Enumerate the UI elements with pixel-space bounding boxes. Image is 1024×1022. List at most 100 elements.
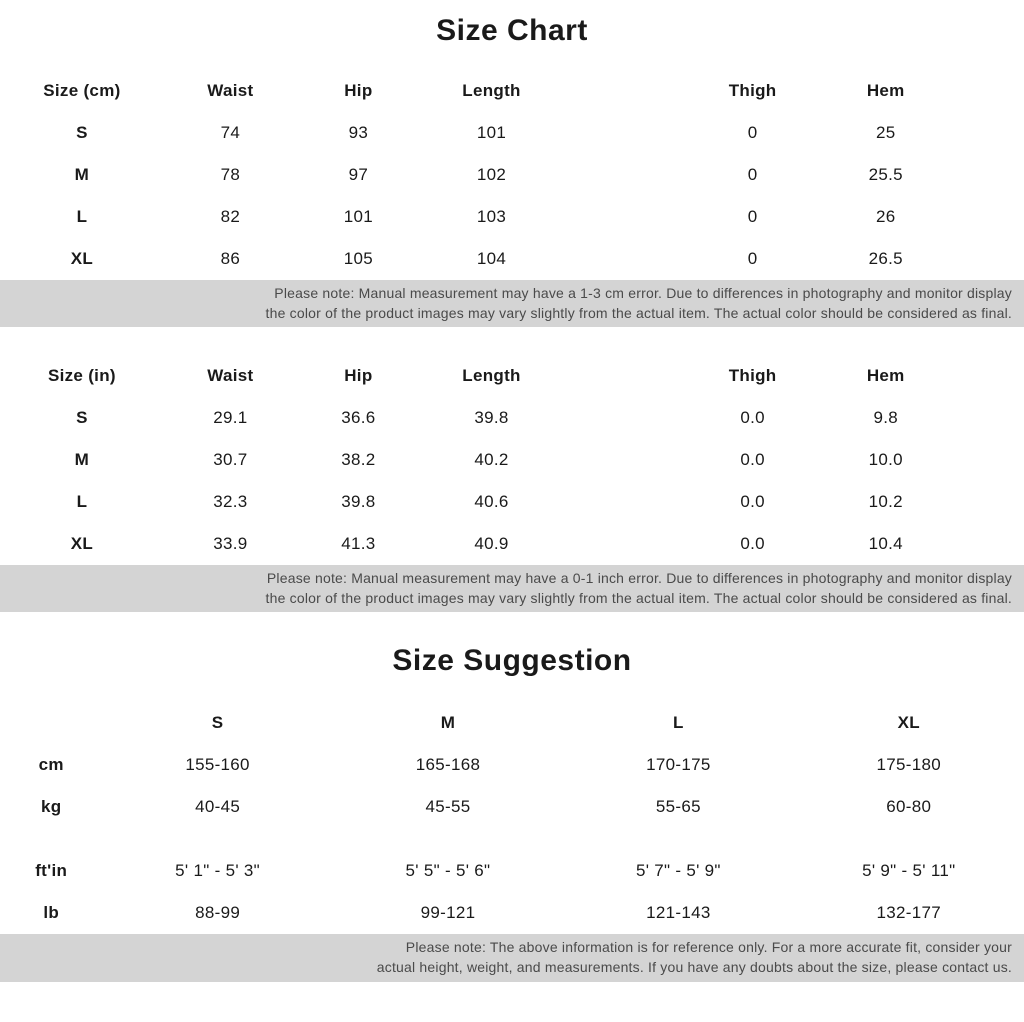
- table-row: XL 33.9 41.3 40.9 0.0 10.4: [0, 523, 1024, 565]
- cell: 78: [164, 154, 297, 196]
- cell-size: L: [0, 196, 164, 238]
- cell: 10.4: [819, 523, 952, 565]
- col-hem: Hem: [819, 355, 952, 397]
- note-line: actual height, weight, and measurements.…: [12, 958, 1012, 978]
- cell: 102: [420, 154, 563, 196]
- cell: 0.0: [686, 481, 819, 523]
- table-row: XL 86 105 104 0 26.5: [0, 238, 1024, 280]
- cell: 101: [420, 112, 563, 154]
- cell: 97: [297, 154, 420, 196]
- note-line: the color of the product images may vary…: [12, 589, 1012, 609]
- cell-size: XL: [0, 523, 164, 565]
- col-waist: Waist: [164, 355, 297, 397]
- cell: [563, 154, 686, 196]
- sugg-header-row: S M L XL: [0, 702, 1024, 744]
- cell-size: L: [0, 481, 164, 523]
- cell: 105: [297, 238, 420, 280]
- sugg-cell: 88-99: [102, 892, 332, 934]
- cell: 0: [686, 112, 819, 154]
- sugg-label: cm: [0, 744, 102, 786]
- sugg-size: L: [563, 702, 793, 744]
- cell-size: M: [0, 439, 164, 481]
- cell: 0: [686, 154, 819, 196]
- note-in: Please note: Manual measurement may have…: [0, 565, 1024, 612]
- cell: 0.0: [686, 397, 819, 439]
- sugg-row: cm 155-160 165-168 170-175 175-180: [0, 744, 1024, 786]
- sugg-cell: 60-80: [794, 786, 1024, 828]
- sugg-cell: 155-160: [102, 744, 332, 786]
- cell: 39.8: [297, 481, 420, 523]
- cell: 40.6: [420, 481, 563, 523]
- cell: 103: [420, 196, 563, 238]
- table-header-row: Size (in) Waist Hip Length Thigh Hem: [0, 355, 1024, 397]
- size-table-in: Size (in) Waist Hip Length Thigh Hem S 2…: [0, 355, 1024, 565]
- cell: 30.7: [164, 439, 297, 481]
- col-gap: [563, 355, 686, 397]
- cell: [563, 112, 686, 154]
- cell: 33.9: [164, 523, 297, 565]
- note-cm: Please note: Manual measurement may have…: [0, 280, 1024, 327]
- col-thigh: Thigh: [686, 70, 819, 112]
- sugg-cell: 5' 1" - 5' 3": [102, 850, 332, 892]
- cell: 82: [164, 196, 297, 238]
- cell: 0.0: [686, 523, 819, 565]
- sugg-cell: 99-121: [333, 892, 563, 934]
- note-line: Please note: Manual measurement may have…: [12, 284, 1012, 304]
- table-row: S 29.1 36.6 39.8 0.0 9.8: [0, 397, 1024, 439]
- cell: 36.6: [297, 397, 420, 439]
- table-row: L 32.3 39.8 40.6 0.0 10.2: [0, 481, 1024, 523]
- cell: 25: [819, 112, 952, 154]
- sugg-cell: 45-55: [333, 786, 563, 828]
- col-hip: Hip: [297, 355, 420, 397]
- cell: 0: [686, 196, 819, 238]
- note-suggestion: Please note: The above information is fo…: [0, 934, 1024, 981]
- cell-size: S: [0, 397, 164, 439]
- sugg-cell: 5' 9" - 5' 11": [794, 850, 1024, 892]
- sugg-size: XL: [794, 702, 1024, 744]
- col-gap: [563, 70, 686, 112]
- table-row: M 78 97 102 0 25.5: [0, 154, 1024, 196]
- note-line: the color of the product images may vary…: [12, 304, 1012, 324]
- sugg-size: M: [333, 702, 563, 744]
- sugg-label: ft'in: [0, 850, 102, 892]
- col-hip: Hip: [297, 70, 420, 112]
- cell: 38.2: [297, 439, 420, 481]
- cell: 32.3: [164, 481, 297, 523]
- note-line: Please note: The above information is fo…: [12, 938, 1012, 958]
- cell: 40.9: [420, 523, 563, 565]
- table-header-row: Size (cm) Waist Hip Length Thigh Hem: [0, 70, 1024, 112]
- table-row: M 30.7 38.2 40.2 0.0 10.0: [0, 439, 1024, 481]
- table-row: S 74 93 101 0 25: [0, 112, 1024, 154]
- size-suggestion-table: S M L XL cm 155-160 165-168 170-175 175-…: [0, 702, 1024, 934]
- cell: 93: [297, 112, 420, 154]
- sugg-cell: 170-175: [563, 744, 793, 786]
- cell: 10.0: [819, 439, 952, 481]
- col-length: Length: [420, 355, 563, 397]
- cell: 41.3: [297, 523, 420, 565]
- table-row: L 82 101 103 0 26: [0, 196, 1024, 238]
- note-line: Please note: Manual measurement may have…: [12, 569, 1012, 589]
- sugg-row: lb 88-99 99-121 121-143 132-177: [0, 892, 1024, 934]
- cell: 26: [819, 196, 952, 238]
- col-hem: Hem: [819, 70, 952, 112]
- cell: 29.1: [164, 397, 297, 439]
- sugg-cell: 175-180: [794, 744, 1024, 786]
- sugg-row: kg 40-45 45-55 55-65 60-80: [0, 786, 1024, 828]
- size-chart-title: Size Chart: [0, 0, 1024, 70]
- cell: 9.8: [819, 397, 952, 439]
- size-suggestion-title: Size Suggestion: [0, 612, 1024, 702]
- cell: [563, 523, 686, 565]
- cell-size: S: [0, 112, 164, 154]
- cell: 10.2: [819, 481, 952, 523]
- col-waist: Waist: [164, 70, 297, 112]
- sugg-cell: 132-177: [794, 892, 1024, 934]
- col-size: Size (cm): [0, 70, 164, 112]
- sugg-cell: 55-65: [563, 786, 793, 828]
- sugg-cell: 5' 5" - 5' 6": [333, 850, 563, 892]
- sugg-row: ft'in 5' 1" - 5' 3" 5' 5" - 5' 6" 5' 7" …: [0, 850, 1024, 892]
- sugg-cell: 40-45: [102, 786, 332, 828]
- cell-size: M: [0, 154, 164, 196]
- cell: 39.8: [420, 397, 563, 439]
- sugg-cell: 5' 7" - 5' 9": [563, 850, 793, 892]
- cell: [563, 397, 686, 439]
